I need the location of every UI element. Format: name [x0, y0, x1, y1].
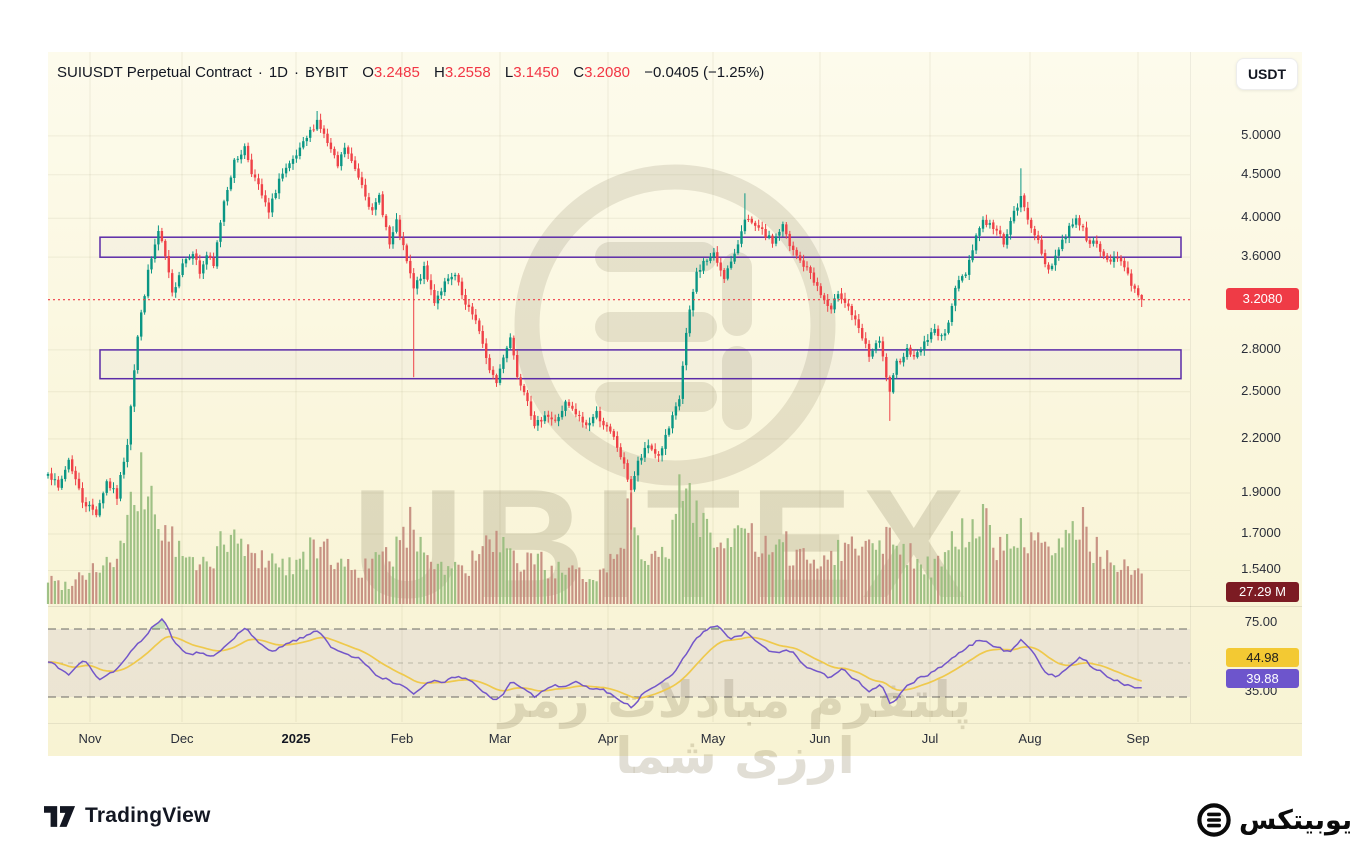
ubitex-logo-icon — [1197, 803, 1231, 837]
time-scale[interactable]: Nov Dec 2025 Feb Mar Apr May Jun Jul Aug Sep — [48, 724, 1190, 756]
time-label-Nov: Nov — [78, 731, 102, 746]
rsi-overbought-fill — [151, 619, 166, 629]
time-label-Sep: Sep — [1126, 731, 1150, 746]
price-tick-label: 2.8000 — [1241, 341, 1281, 356]
price-tick-label: 3.6000 — [1241, 248, 1281, 263]
open-label: O — [362, 64, 374, 81]
volume-series — [46, 452, 1143, 604]
volume-badge: 27.29 M — [1226, 582, 1299, 602]
price-tick-label: 4.0000 — [1241, 209, 1281, 224]
rsi-ma-badge: 44.98 — [1226, 648, 1299, 667]
last-price-badge: 3.2080 — [1226, 288, 1299, 310]
rsi-value-badge: 39.88 — [1226, 669, 1299, 688]
high-label: H — [433, 64, 445, 81]
time-label-Aug: Aug — [1018, 731, 1042, 746]
price-tick-label: 2.2000 — [1241, 430, 1281, 445]
currency-button[interactable]: USDT — [1236, 58, 1298, 90]
rsi-ma-line — [48, 635, 1142, 700]
close-label: C — [573, 64, 585, 81]
time-label-Feb: Feb — [390, 731, 414, 746]
time-label-Dec: Dec — [170, 731, 194, 746]
chart-legend: SUIUSDT Perpetual Contract · 1D · BYBIT O3.2… — [57, 64, 765, 81]
tradingview-label: TradingView — [85, 804, 211, 827]
close-value: 3.2080 — [584, 64, 631, 81]
time-label-Apr: Apr — [597, 731, 619, 746]
exchange-label: BYBIT — [305, 64, 349, 81]
low-value: 3.1450 — [513, 64, 560, 81]
price-tick-label: 4.5000 — [1241, 166, 1281, 181]
high-value: 3.2558 — [444, 64, 491, 81]
rsi-upper-band-label: 75.00 — [1244, 614, 1278, 629]
price-scale[interactable]: 5.0000 4.5000 4.0000 3.6000 2.8000 2.5000 2.20… — [1190, 52, 1302, 718]
symbol-title[interactable]: SUIUSDT Perpetual Contract — [57, 64, 252, 81]
price-tick-label: 1.9000 — [1241, 484, 1281, 499]
interval-label[interactable]: 1D — [268, 64, 288, 81]
open-value: 3.2485 — [373, 64, 420, 81]
price-tick-label: 1.7000 — [1241, 525, 1281, 540]
time-label-May: May — [700, 731, 726, 746]
tradingview-attribution[interactable]: TradingView — [44, 804, 211, 828]
change-value: −0.0405 (−1.25%) — [644, 64, 765, 81]
candlestick-series — [46, 111, 1143, 530]
low-label: L — [504, 64, 514, 81]
tradingview-logo-icon — [44, 805, 76, 827]
ubitex-attribution[interactable]: یوبیتکس — [1197, 803, 1350, 837]
time-label-Mar: Mar — [488, 731, 512, 746]
time-label-2025: 2025 — [281, 731, 311, 746]
chart-background — [48, 52, 1302, 756]
price-zone-rect-1[interactable] — [99, 236, 1182, 258]
time-label-Jun: Jun — [809, 731, 831, 746]
ubitex-label: یوبیتکس — [1239, 804, 1350, 836]
price-tick-label: 5.0000 — [1241, 127, 1281, 142]
rsi-line — [47, 617, 1142, 709]
price-tick-label: 2.5000 — [1241, 383, 1281, 398]
time-label-Jul: Jul — [921, 731, 939, 746]
price-zone-rect-2[interactable] — [99, 349, 1182, 380]
price-tick-label: 1.5400 — [1241, 561, 1281, 576]
